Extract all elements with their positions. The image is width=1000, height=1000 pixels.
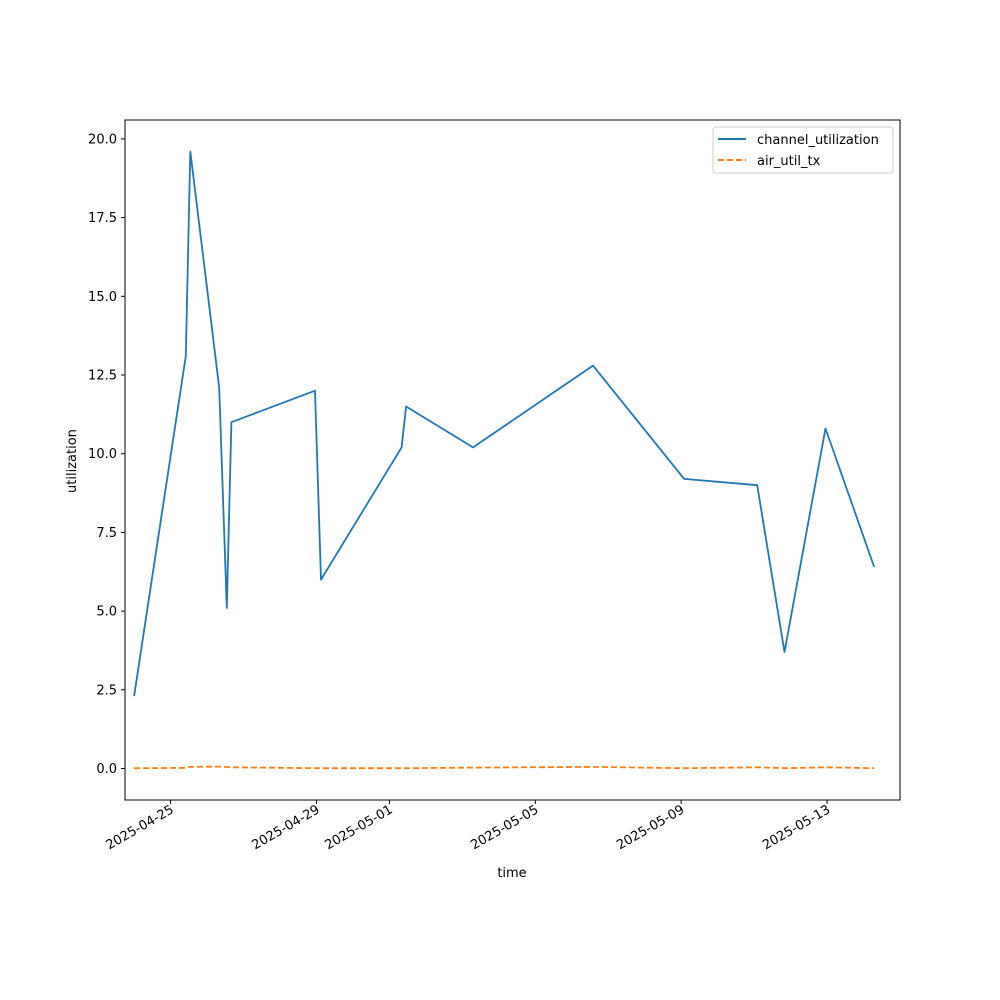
y-tick-label: 0.0 — [96, 762, 117, 777]
legend-label-channel-utilization: channel_utilization — [757, 133, 879, 148]
y-tick-label: 2.5 — [96, 683, 117, 698]
series-lines — [133, 150, 876, 770]
y-tick-label: 12.5 — [88, 369, 117, 384]
y-tick-label: 7.5 — [96, 526, 117, 541]
y-tick-label: 17.5 — [88, 211, 117, 226]
x-axis-label: time — [497, 866, 526, 881]
series-line-channel-utilization — [133, 150, 876, 697]
legend-box — [712, 126, 894, 174]
legend: channel_utilization air_util_tx — [712, 126, 894, 174]
plot-frame — [124, 119, 901, 801]
y-tick-label: 5.0 — [96, 605, 117, 620]
y-tick-label: 15.0 — [88, 290, 117, 305]
y-axis-label: utilization — [65, 429, 80, 493]
y-tick-label: 20.0 — [88, 132, 117, 147]
legend-label-air-util-tx: air_util_tx — [757, 154, 821, 169]
y-tick-label: 10.0 — [88, 447, 117, 462]
y-axis-ticks: 0.0 2.5 5.0 7.5 10.0 12.5 15.0 17.5 20.0 — [88, 132, 125, 777]
